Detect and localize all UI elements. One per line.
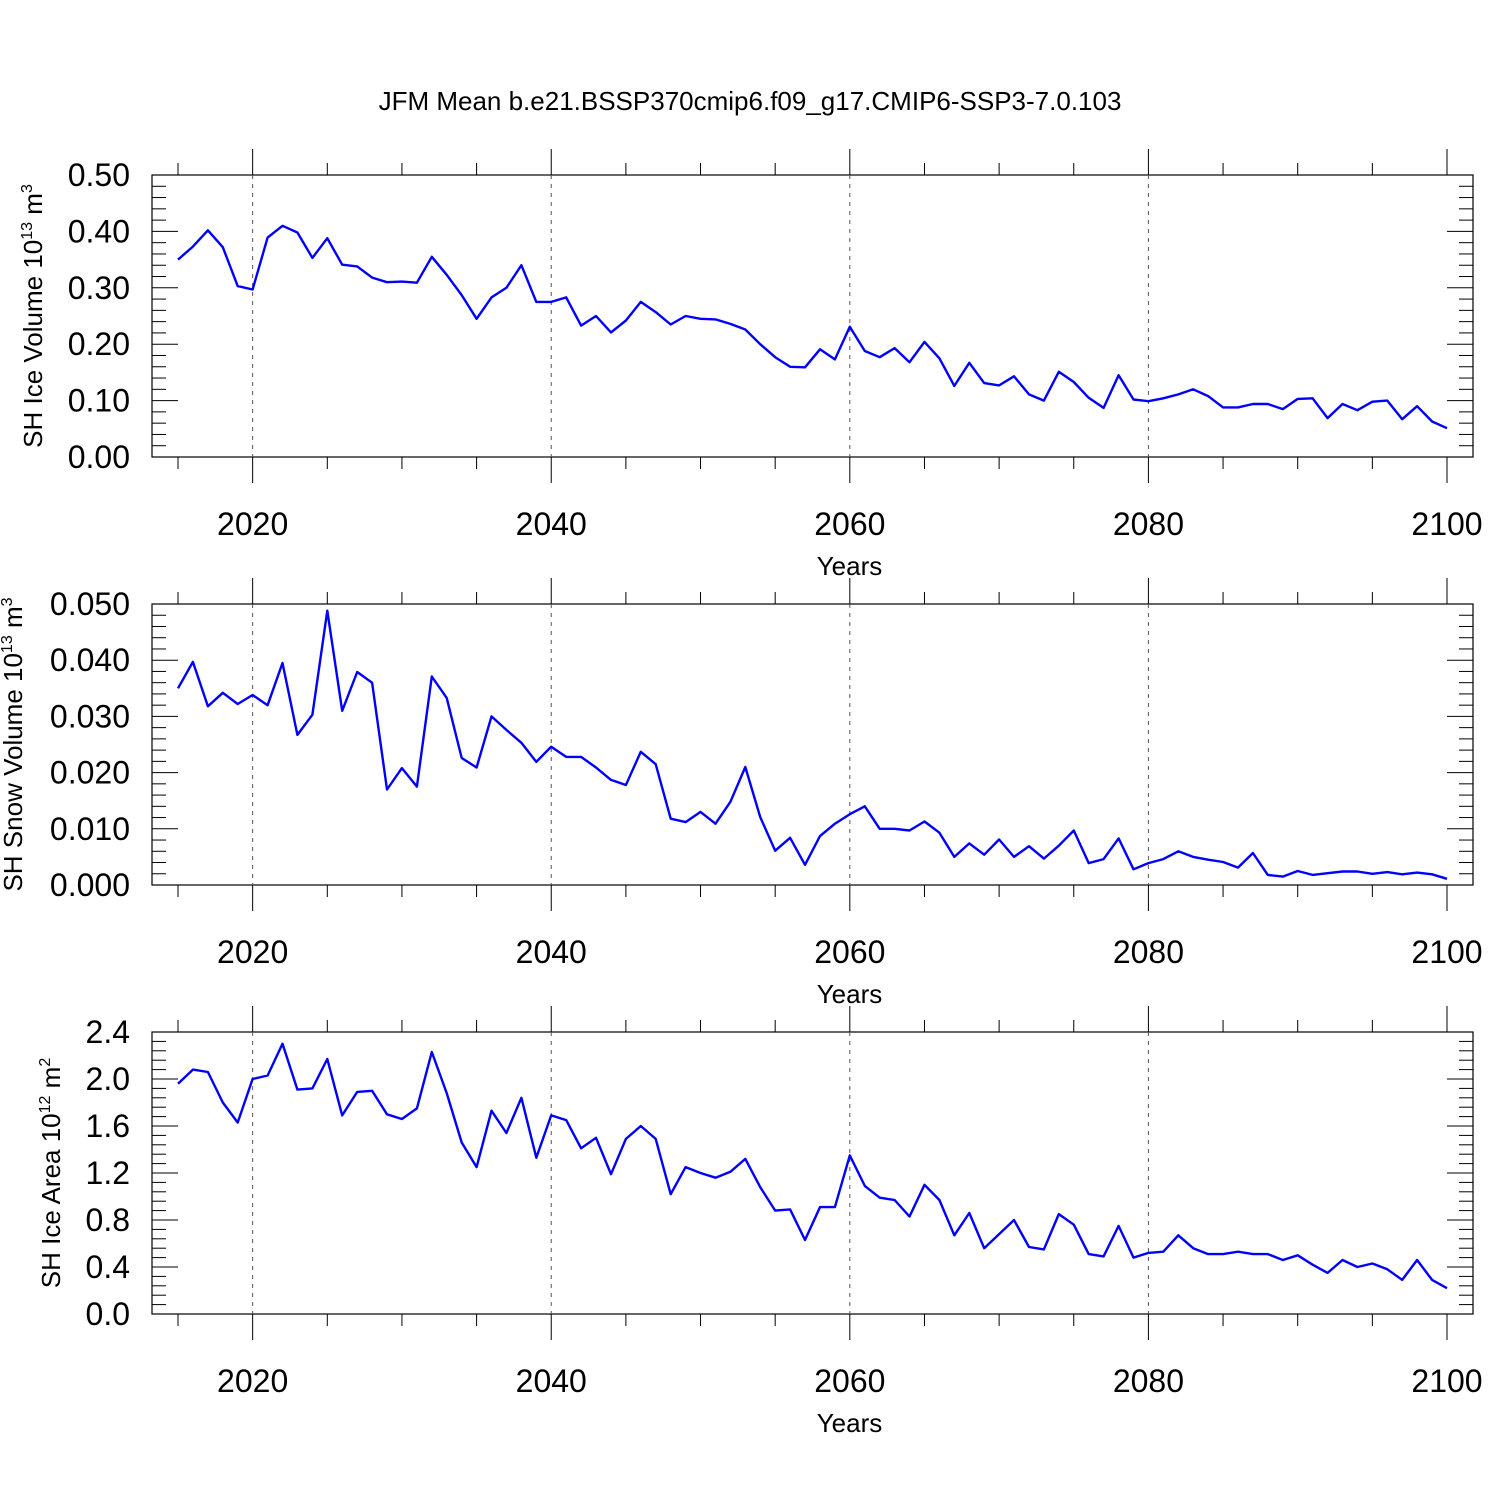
x-tick-label: 2040 [516, 934, 587, 970]
y-axis-label: SH Ice Area 1012 m2 [36, 1058, 66, 1289]
y-tick-label: 0.000 [50, 867, 130, 903]
y-tick-label: 0.0 [86, 1296, 130, 1332]
x-axis-label: Years [817, 979, 883, 1009]
x-axis-label: Years [817, 551, 883, 581]
y-tick-label: 0.10 [68, 383, 130, 419]
figure-title: JFM Mean b.e21.BSSP370cmip6.f09_g17.CMIP… [379, 86, 1122, 116]
series-line [177, 224, 1448, 430]
y-tick-label: 0.50 [68, 157, 130, 193]
y-tick-label: 2.4 [86, 1014, 130, 1050]
x-tick-label: 2100 [1411, 1363, 1482, 1399]
y-tick-label: 0.20 [68, 326, 130, 362]
chart-panel-3: 0.0 0.4 0.8 1.2 1.6 2.0 2.4 2020 2040 2060 2080 210… [36, 1006, 1483, 1438]
y-tick-label: 0.020 [50, 755, 130, 791]
y-tick-label: 1.6 [86, 1108, 130, 1144]
y-tick-label: 0.30 [68, 270, 130, 306]
x-tick-label: 2100 [1411, 934, 1482, 970]
x-tick-label: 2080 [1113, 506, 1184, 542]
y-axis-label: SH Ice Volume 1013 m3 [18, 184, 48, 448]
x-tick-label: 2040 [516, 1363, 587, 1399]
series-line [177, 1042, 1448, 1290]
x-tick-label: 2080 [1113, 1363, 1184, 1399]
y-tick-label: 0.4 [86, 1249, 130, 1285]
y-tick-label: 0.00 [68, 439, 130, 475]
y-tick-label: 0.050 [50, 586, 130, 622]
y-tick-label: 0.40 [68, 213, 130, 249]
x-tick-label: 2020 [217, 1363, 288, 1399]
plot-frame [151, 174, 1474, 458]
y-tick-label: 0.040 [50, 642, 130, 678]
y-tick-label: 1.2 [86, 1155, 130, 1191]
x-tick-label: 2060 [814, 1363, 885, 1399]
y-tick-label: 0.010 [50, 811, 130, 847]
x-tick-label: 2080 [1113, 934, 1184, 970]
series-line [176, 609, 1448, 880]
y-tick-label: 0.8 [86, 1202, 130, 1238]
x-tick-label: 2040 [516, 506, 587, 542]
x-tick-label: 2060 [814, 934, 885, 970]
y-tick-label: 0.030 [50, 698, 130, 734]
x-tick-label: 2060 [814, 506, 885, 542]
chart-panel-1: 0.00 0.10 0.20 0.30 0.40 0.50 2020 2040 2060 2080… [18, 149, 1483, 581]
chart-panel-2: 0.000 0.010 0.020 0.030 0.040 0.050 2020 2040 20… [0, 578, 1483, 1009]
chart-panels: 0.00 0.10 0.20 0.30 0.40 0.50 2020 2040 2060 2080… [0, 149, 1483, 1438]
x-tick-label: 2020 [217, 506, 288, 542]
plot-frame [151, 603, 1474, 886]
y-tick-label: 2.0 [86, 1061, 130, 1097]
x-axis-label: Years [817, 1408, 883, 1438]
y-axis-label: SH Snow Volume 1013 m3 [0, 597, 28, 891]
plot-frame [151, 1031, 1474, 1315]
x-tick-label: 2020 [217, 934, 288, 970]
x-tick-label: 2100 [1411, 506, 1482, 542]
